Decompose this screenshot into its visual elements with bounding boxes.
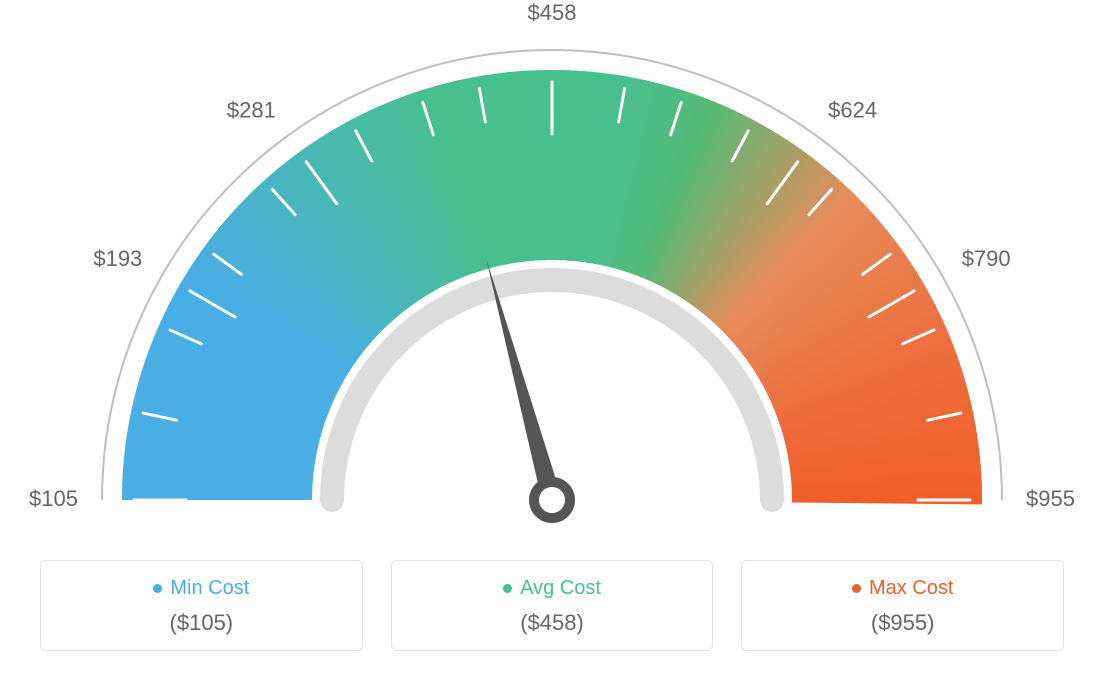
cost-gauge-chart: $105 $193 $281 $458 $624 $790 $955 [0, 0, 1104, 560]
legend-label-max: Max Cost [869, 577, 953, 600]
gauge-needle [486, 259, 561, 503]
legend-dot-min [153, 584, 162, 593]
legend-value-avg: ($458) [402, 610, 703, 636]
legend-dot-max [852, 584, 861, 593]
legend-label-avg: Avg Cost [520, 577, 601, 600]
gauge-tick-label: $955 [1026, 486, 1075, 511]
legend-title-max: Max Cost [852, 577, 953, 600]
legend-title-min: Min Cost [153, 577, 249, 600]
gauge-tick-label: $193 [93, 246, 142, 271]
legend-dot-avg [503, 584, 512, 593]
legend-label-min: Min Cost [170, 577, 249, 600]
legend-value-max: ($955) [752, 610, 1053, 636]
gauge-tick-label: $458 [528, 0, 577, 25]
gauge-svg: $105 $193 $281 $458 $624 $790 $955 [0, 0, 1104, 560]
legend-row: Min Cost ($105) Avg Cost ($458) Max Cost… [0, 560, 1104, 671]
gauge-tick-label: $281 [227, 97, 276, 122]
legend-card-max: Max Cost ($955) [741, 560, 1064, 651]
gauge-tick-label: $790 [962, 246, 1011, 271]
legend-card-min: Min Cost ($105) [40, 560, 363, 651]
gauge-needle-hub [534, 482, 570, 518]
legend-title-avg: Avg Cost [503, 577, 601, 600]
legend-value-min: ($105) [51, 610, 352, 636]
legend-card-avg: Avg Cost ($458) [391, 560, 714, 651]
gauge-tick-label: $624 [828, 97, 877, 122]
gauge-tick-label: $105 [29, 486, 78, 511]
